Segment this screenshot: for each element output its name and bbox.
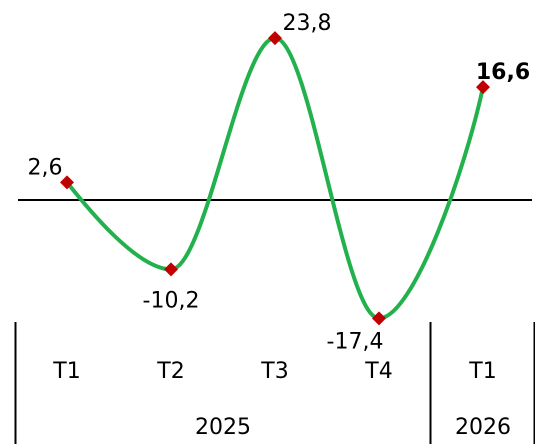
x-tick-label: T3 <box>260 359 288 384</box>
data-label: -17,4 <box>327 329 384 354</box>
data-label: 16,6 <box>476 60 530 85</box>
data-point-marker <box>60 175 74 190</box>
data-point-marker <box>476 80 490 95</box>
data-point-marker <box>372 311 386 326</box>
data-point-marker <box>268 31 282 46</box>
year-label: 2026 <box>455 415 511 440</box>
data-markers <box>60 31 490 326</box>
year-label: 2025 <box>195 415 251 440</box>
data-label: 23,8 <box>283 11 332 36</box>
x-tick-label: T4 <box>364 359 392 384</box>
x-axis: T1 T2 T3 T4 T1 2025 2026 <box>14 322 535 444</box>
x-tick-label: T2 <box>156 359 184 384</box>
x-tick-label: T1 <box>468 359 496 384</box>
data-label: -10,2 <box>143 288 200 313</box>
data-label: 2,6 <box>28 155 63 180</box>
series-line <box>65 36 485 321</box>
data-labels: 2,6 -10,2 23,8 -17,4 16,6 <box>28 11 531 354</box>
data-point-marker <box>164 262 178 277</box>
x-tick-label: T1 <box>52 359 80 384</box>
